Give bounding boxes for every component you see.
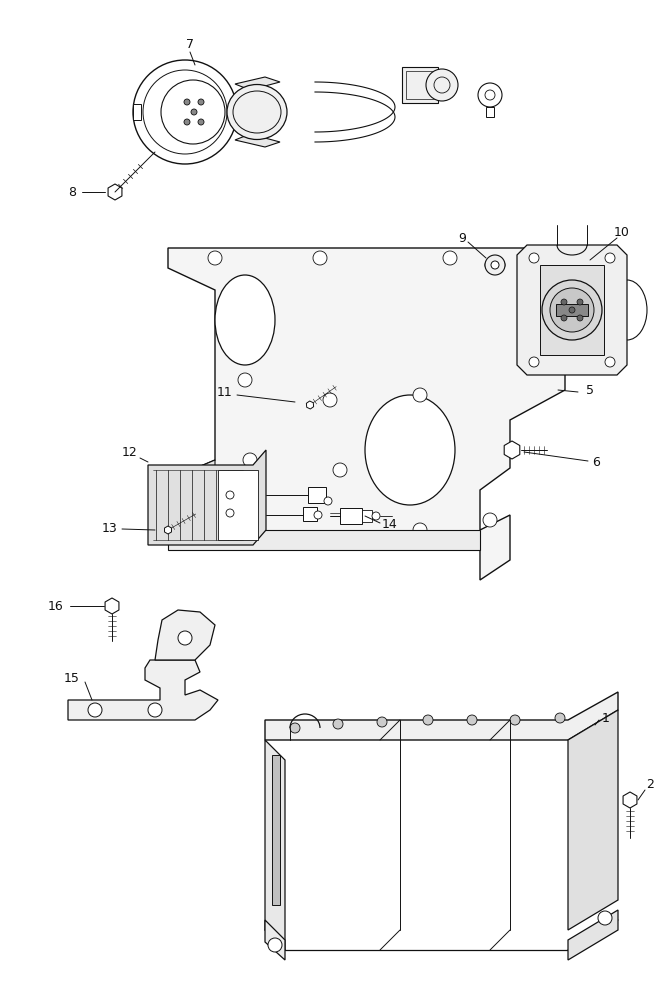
Circle shape [191, 109, 197, 115]
Polygon shape [168, 460, 215, 500]
Text: 15: 15 [64, 672, 80, 684]
Polygon shape [265, 692, 618, 740]
Polygon shape [168, 248, 565, 580]
Circle shape [268, 938, 282, 952]
Polygon shape [623, 792, 637, 808]
Circle shape [313, 251, 327, 265]
Bar [362, 510, 372, 522]
Polygon shape [504, 441, 520, 459]
Bar [556, 304, 588, 316]
Text: 10: 10 [614, 226, 630, 238]
Circle shape [148, 703, 162, 717]
Text: 2: 2 [646, 778, 654, 792]
Polygon shape [133, 104, 141, 120]
Text: 1: 1 [602, 712, 610, 724]
Bar [402, 67, 438, 103]
Circle shape [208, 251, 222, 265]
Circle shape [555, 713, 565, 723]
Circle shape [523, 261, 537, 275]
Circle shape [426, 69, 458, 101]
Text: 14: 14 [382, 518, 398, 532]
Text: 6: 6 [592, 456, 600, 468]
Polygon shape [568, 910, 618, 960]
Bar [272, 755, 280, 905]
Circle shape [478, 83, 502, 107]
Circle shape [561, 315, 567, 321]
Circle shape [491, 261, 499, 269]
Circle shape [290, 723, 300, 733]
Circle shape [485, 255, 505, 275]
Bar [218, 470, 258, 540]
Circle shape [443, 251, 457, 265]
Text: 9: 9 [458, 232, 466, 244]
Text: 12: 12 [122, 446, 138, 458]
Polygon shape [164, 526, 172, 534]
Text: 7: 7 [186, 37, 194, 50]
Circle shape [372, 512, 380, 520]
Circle shape [333, 463, 347, 477]
Polygon shape [108, 184, 122, 200]
Circle shape [243, 453, 257, 467]
Circle shape [324, 497, 332, 505]
Polygon shape [517, 245, 627, 375]
Text: 8: 8 [68, 186, 76, 198]
Bar [303, 507, 317, 521]
Text: 5: 5 [586, 383, 594, 396]
Bar [308, 487, 326, 503]
Circle shape [198, 119, 204, 125]
Polygon shape [235, 77, 280, 90]
Polygon shape [168, 530, 480, 550]
Text: 16: 16 [48, 599, 64, 612]
Circle shape [598, 911, 612, 925]
Circle shape [605, 253, 615, 263]
Polygon shape [68, 660, 218, 720]
Circle shape [510, 715, 520, 725]
Polygon shape [265, 920, 285, 960]
Ellipse shape [215, 275, 275, 365]
Circle shape [238, 373, 252, 387]
Ellipse shape [485, 258, 505, 272]
Circle shape [184, 99, 190, 105]
Circle shape [529, 357, 539, 367]
Ellipse shape [227, 85, 287, 139]
Circle shape [333, 719, 343, 729]
Circle shape [198, 99, 204, 105]
Circle shape [605, 357, 615, 367]
Circle shape [467, 715, 477, 725]
Circle shape [88, 703, 102, 717]
Bar [540, 265, 604, 355]
Text: 13: 13 [102, 522, 118, 534]
Polygon shape [486, 107, 494, 117]
Circle shape [542, 280, 602, 340]
Circle shape [423, 715, 433, 725]
Ellipse shape [365, 395, 455, 505]
Circle shape [529, 253, 539, 263]
Polygon shape [265, 740, 285, 950]
Circle shape [569, 307, 575, 313]
Circle shape [413, 523, 427, 537]
Circle shape [377, 717, 387, 727]
Polygon shape [155, 610, 215, 660]
Circle shape [561, 299, 567, 305]
Polygon shape [105, 598, 119, 614]
Circle shape [483, 513, 497, 527]
Polygon shape [307, 401, 313, 409]
Circle shape [323, 393, 337, 407]
Circle shape [314, 511, 322, 519]
Circle shape [577, 299, 583, 305]
Bar [340, 508, 362, 524]
Text: 11: 11 [217, 385, 233, 398]
Circle shape [413, 388, 427, 402]
Circle shape [577, 315, 583, 321]
Bar [406, 71, 434, 99]
Circle shape [550, 288, 594, 332]
Polygon shape [148, 450, 266, 545]
Circle shape [184, 119, 190, 125]
Circle shape [178, 631, 192, 645]
Polygon shape [235, 134, 280, 147]
Polygon shape [568, 710, 618, 930]
